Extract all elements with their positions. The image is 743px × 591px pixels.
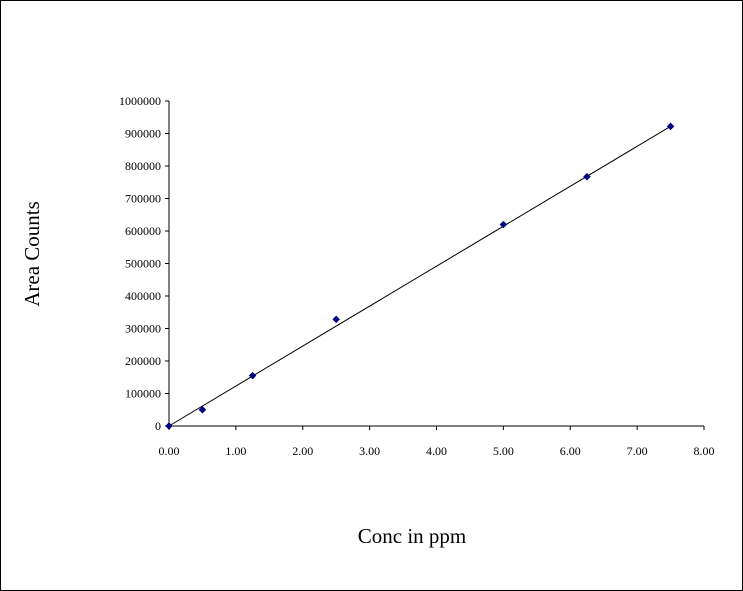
x-tick-label: 5.00 xyxy=(493,444,514,458)
y-tick-label: 300000 xyxy=(125,322,161,336)
data-point xyxy=(198,405,207,414)
x-tick-label: 1.00 xyxy=(225,444,246,458)
y-tick-label: 700000 xyxy=(125,192,161,206)
x-tick-label: 0.00 xyxy=(159,444,180,458)
x-tick-label: 4.00 xyxy=(426,444,447,458)
y-tick-label: 600000 xyxy=(125,224,161,238)
y-tick-label: 100000 xyxy=(125,387,161,401)
data-points xyxy=(165,122,675,430)
data-point xyxy=(165,422,173,430)
x-axis-title: Conc in ppm xyxy=(358,524,467,548)
x-tick-label: 6.00 xyxy=(560,444,581,458)
data-point xyxy=(666,122,675,131)
y-tick-label: 900000 xyxy=(125,127,161,141)
y-tick-label: 200000 xyxy=(125,354,161,368)
y-tick-label: 1000000 xyxy=(119,94,161,108)
data-point xyxy=(248,371,257,380)
y-axis-title: Area Counts xyxy=(20,201,44,307)
data-point xyxy=(332,315,341,324)
y-tick-label: 400000 xyxy=(125,289,161,303)
x-tick-label: 3.00 xyxy=(359,444,380,458)
y-axis-ticks: 0 100000 200000 300000 400000 500000 600000 700… xyxy=(119,94,169,433)
x-tick-label: 2.00 xyxy=(292,444,313,458)
y-tick-label: 0 xyxy=(155,419,161,433)
x-axis-ticks: 0.00 1.00 2.00 3.00 4.00 5.00 6.00 7.00 8.00 xyxy=(159,426,715,458)
data-point xyxy=(583,172,591,181)
x-tick-label: 7.00 xyxy=(627,444,648,458)
y-tick-label: 800000 xyxy=(125,159,161,173)
data-point xyxy=(499,220,508,229)
x-tick-label: 8.00 xyxy=(694,444,715,458)
y-tick-label: 500000 xyxy=(125,257,161,271)
